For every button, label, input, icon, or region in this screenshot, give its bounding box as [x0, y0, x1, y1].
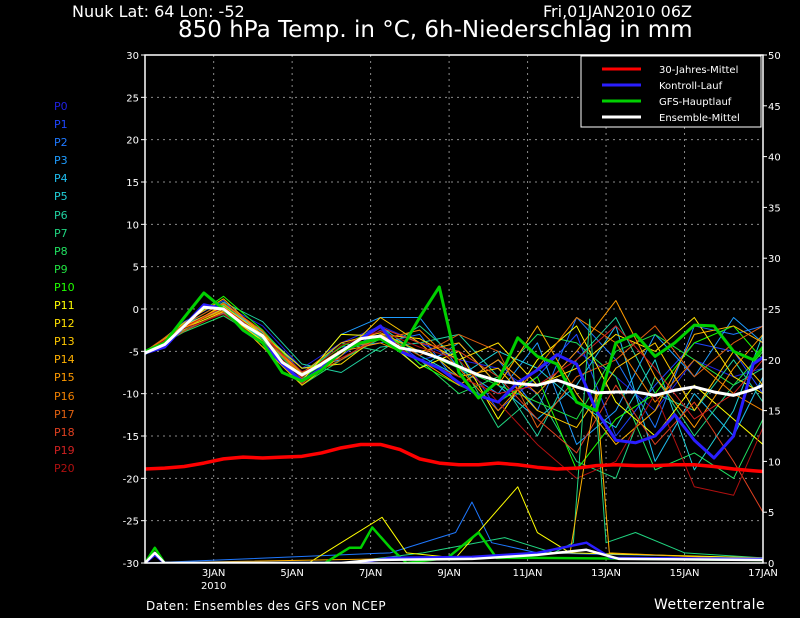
left-tick-label: 20 [126, 136, 139, 147]
member-line-p18 [145, 311, 763, 513]
right-tick-label: 30 [768, 254, 781, 265]
member-line-p3 [145, 308, 763, 445]
x-tick-label: 15JAN [670, 568, 700, 579]
member-label-p11: P11 [54, 299, 75, 313]
precip-line-mean [145, 548, 763, 563]
legend-label-gfs: GFS-Hauptlauf [659, 97, 732, 108]
member-label-p19: P19 [54, 443, 75, 457]
gfs-temp-line [145, 285, 763, 413]
left-tick-label: 25 [126, 93, 139, 104]
member-label-p8: P8 [54, 244, 68, 258]
left-tick-label: -30 [123, 559, 139, 570]
member-label-p15: P15 [54, 371, 75, 385]
left-tick-label: -15 [123, 432, 139, 443]
right-tick-label: 35 [768, 203, 781, 214]
member-label-p16: P16 [54, 389, 75, 403]
series-legend: 30-Jahres-Mittel Kontroll-Lauf GFS-Hauptla… [580, 55, 762, 128]
station-info: Nuuk Lat: 64 Lon: -52 [72, 2, 245, 21]
series-group [145, 285, 763, 563]
member-label-p20: P20 [54, 461, 75, 475]
member-label-p18: P18 [54, 425, 75, 439]
chart-title: 850 hPa Temp. in °C, 6h-Niederschlag in … [178, 17, 693, 43]
left-tick-label: 10 [126, 220, 139, 231]
right-tick-label: 40 [768, 153, 781, 164]
left-tick-label: 30 [126, 51, 139, 62]
member-label-p14: P14 [54, 353, 75, 367]
precip-line-gfs [145, 526, 763, 563]
x-tick-label: 9JAN [437, 568, 460, 579]
left-tick-label: -10 [123, 390, 139, 401]
precip-line-p11 [145, 486, 763, 563]
member-line-p7 [145, 308, 763, 479]
member-legend: P0 P1 P2 P3 P4 P5 P6 P7 P8 P9 P10 P11 P12 P13 P14 P15 P1… [54, 100, 75, 480]
right-tick-label: 25 [768, 305, 781, 316]
member-line-p4 [145, 305, 763, 462]
left-tick-label: -5 [129, 347, 139, 358]
right-tick-label: 0 [768, 559, 774, 570]
climate-temp-line [145, 442, 763, 474]
legend-label-mean: Ensemble-Mittel [659, 113, 740, 124]
member-label-p6: P6 [54, 208, 68, 222]
x-tick-label: 5JAN [280, 568, 303, 579]
x-tick-label: 13JAN [591, 568, 621, 579]
mean-temp-line [145, 305, 763, 397]
left-tick-label: 0 [133, 305, 139, 316]
left-tick-label: -25 [123, 517, 139, 528]
member-label-p7: P7 [54, 226, 68, 240]
left-tick-label: -20 [123, 474, 139, 485]
member-label-p13: P13 [54, 335, 75, 349]
member-label-p5: P5 [54, 190, 68, 204]
left-tick-label: 15 [126, 178, 139, 189]
x-tick-label: 17JAN [748, 568, 778, 579]
x-tick-label: 7JAN [359, 568, 382, 579]
member-label-p2: P2 [54, 136, 68, 150]
x-tick-label: 11JAN [513, 568, 543, 579]
right-tick-label: 20 [768, 356, 781, 367]
member-line-p20 [145, 313, 763, 496]
member-label-p10: P10 [54, 280, 75, 294]
legend-box [580, 55, 762, 128]
member-label-p3: P3 [54, 154, 68, 168]
right-tick-label: 5 [768, 508, 774, 519]
legend-label-control: Kontroll-Lauf [659, 81, 723, 92]
member-label-p17: P17 [54, 407, 75, 421]
left-tick-label: 5 [133, 263, 139, 274]
member-line-p13 [145, 308, 763, 429]
brand-label: Wetterzentrale [654, 597, 766, 613]
right-tick-label: 15 [768, 407, 781, 418]
legend-label-climate: 30-Jahres-Mittel [659, 65, 738, 76]
member-label-p1: P1 [54, 118, 68, 132]
member-line-p17 [145, 302, 763, 429]
right-tick-label: 10 [768, 457, 781, 468]
member-line-p15 [145, 300, 763, 429]
member-label-p9: P9 [54, 262, 68, 276]
right-tick-label: 50 [768, 51, 781, 62]
run-date: Fri,01JAN2010 06Z [543, 2, 692, 21]
x-tick-label: 3JAN [202, 568, 225, 579]
member-label-p4: P4 [54, 172, 68, 186]
member-label-p12: P12 [54, 317, 75, 331]
member-label-p0: P0 [54, 100, 68, 113]
x-tick-year: 2010 [201, 581, 226, 592]
data-source: Daten: Ensembles des GFS von NCEP [146, 599, 387, 613]
right-tick-label: 45 [768, 102, 781, 113]
plot-frame [144, 54, 764, 564]
